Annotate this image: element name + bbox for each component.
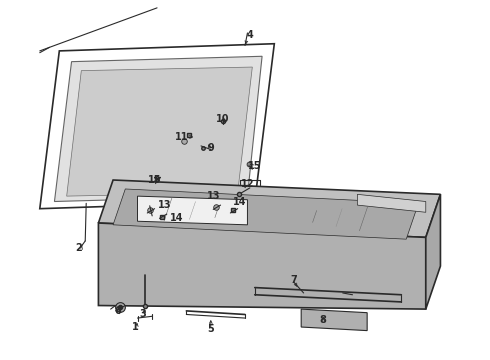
- Text: 12: 12: [241, 179, 254, 189]
- Text: 1: 1: [132, 322, 139, 332]
- Text: 7: 7: [291, 275, 297, 285]
- Polygon shape: [113, 189, 418, 239]
- Text: 14: 14: [233, 197, 247, 207]
- Text: 3: 3: [139, 310, 146, 319]
- Polygon shape: [301, 309, 367, 330]
- Text: 10: 10: [216, 114, 230, 124]
- Polygon shape: [54, 56, 262, 202]
- Text: 4: 4: [246, 30, 253, 40]
- Text: 8: 8: [320, 315, 327, 325]
- Polygon shape: [138, 196, 247, 225]
- Text: 11: 11: [175, 132, 188, 142]
- Text: 13: 13: [158, 200, 171, 210]
- Text: 14: 14: [170, 213, 183, 222]
- Polygon shape: [357, 194, 426, 212]
- Polygon shape: [98, 180, 441, 237]
- Text: 6: 6: [115, 306, 122, 316]
- Text: 15: 15: [148, 175, 161, 185]
- Text: 5: 5: [207, 324, 214, 334]
- Polygon shape: [426, 194, 441, 309]
- Text: 13: 13: [206, 191, 220, 201]
- Text: 9: 9: [207, 143, 214, 153]
- Text: 2: 2: [75, 243, 82, 253]
- Polygon shape: [98, 223, 426, 309]
- Polygon shape: [67, 67, 252, 196]
- Text: 15: 15: [248, 161, 262, 171]
